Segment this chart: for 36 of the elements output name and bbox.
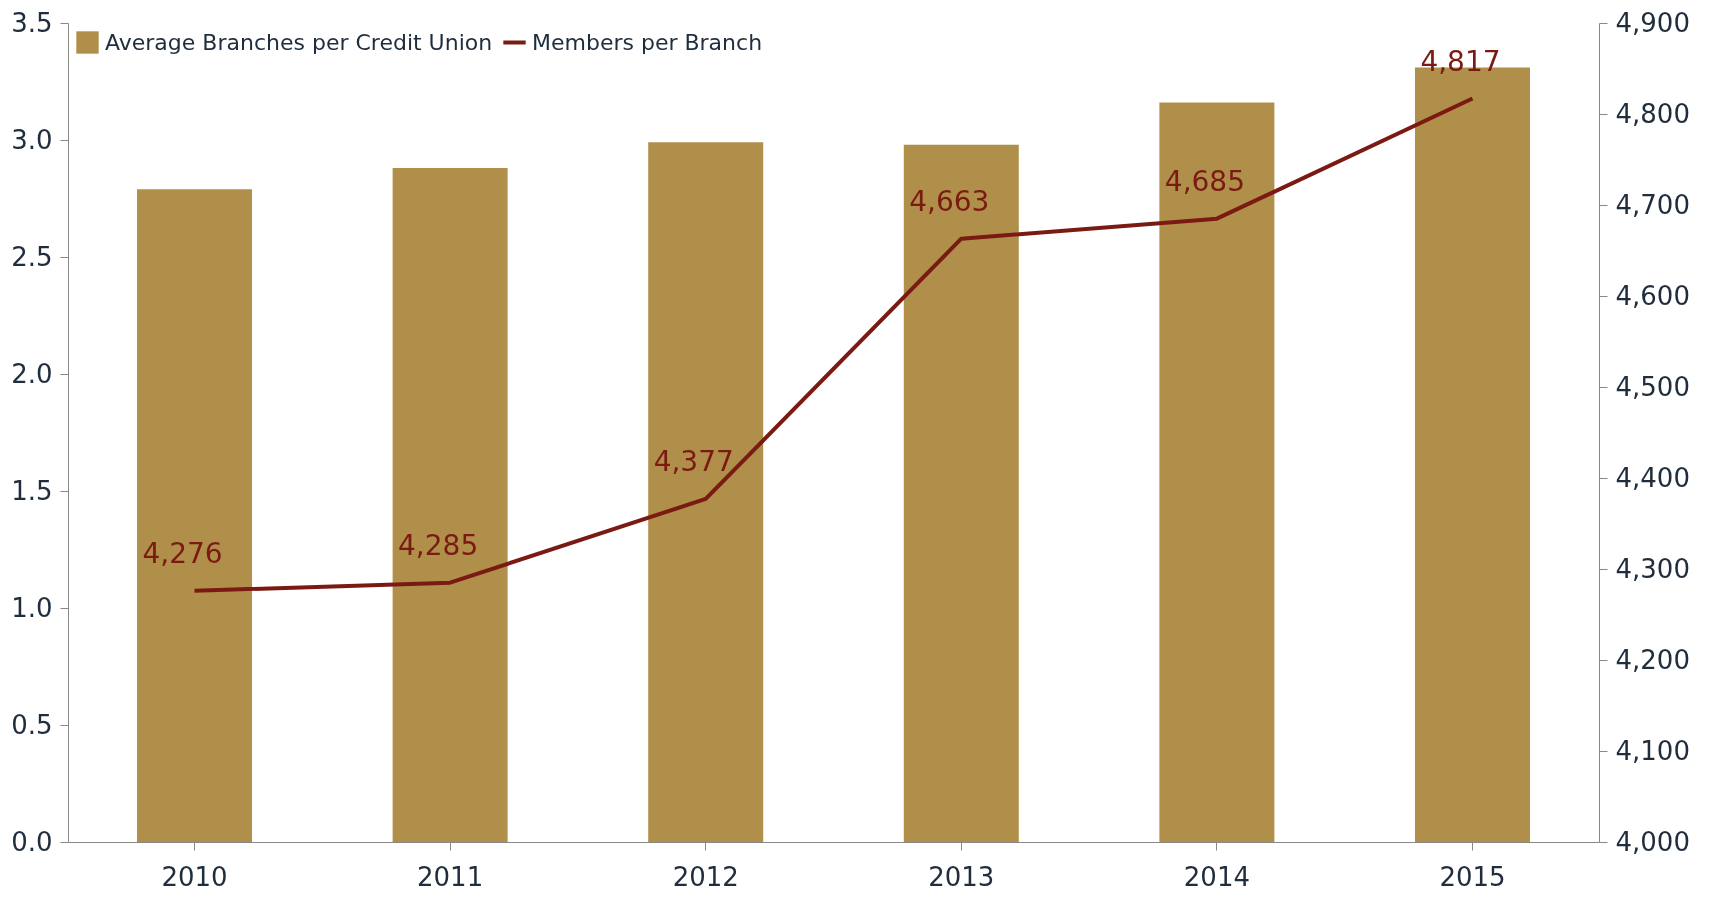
- bar: [392, 168, 508, 842]
- y-tick-label: 2.0: [11, 358, 53, 389]
- x-tick-label: 2011: [417, 861, 484, 892]
- y-tick-label: 1.5: [11, 475, 53, 506]
- x-tick-label: 2010: [161, 861, 228, 892]
- y2-tick-label: 4,200: [1615, 644, 1690, 675]
- data-label: 4,663: [909, 184, 990, 218]
- x-tick-label: 2015: [1439, 861, 1506, 892]
- data-label: 4,285: [398, 528, 479, 562]
- y-tick-label: 0.0: [11, 826, 53, 857]
- y-tick-label: 3.5: [11, 7, 53, 38]
- y2-tick-label: 4,300: [1615, 553, 1690, 584]
- data-label: 4,685: [1164, 164, 1245, 198]
- y2-tick-label: 4,900: [1615, 7, 1690, 38]
- y2-tick-label: 4,800: [1615, 98, 1690, 129]
- y2-tick-label: 4,100: [1615, 735, 1690, 766]
- y2-tick-label: 4,700: [1615, 189, 1690, 220]
- y2-tick-label: 4,600: [1615, 280, 1690, 311]
- bar: [137, 189, 253, 842]
- y-tick-label: 3.0: [11, 124, 53, 155]
- legend-label: Average Branches per Credit Union: [105, 29, 493, 55]
- y-tick-label: 0.5: [11, 709, 53, 740]
- legend-label: Members per Branch: [532, 29, 763, 55]
- x-tick-label: 2014: [1183, 861, 1250, 892]
- data-label: 4,276: [142, 536, 223, 570]
- x-tick-label: 2012: [672, 861, 739, 892]
- y2-tick-label: 4,400: [1615, 462, 1690, 493]
- y2-tick-label: 4,000: [1615, 826, 1690, 857]
- bar: [903, 144, 1019, 842]
- y-tick-label: 1.0: [11, 592, 53, 623]
- y-tick-label: 2.5: [11, 241, 53, 272]
- bar: [1159, 102, 1275, 842]
- data-label: 4,377: [653, 444, 734, 478]
- x-tick-label: 2013: [928, 861, 995, 892]
- bar: [648, 142, 764, 842]
- y2-tick-label: 4,500: [1615, 371, 1690, 402]
